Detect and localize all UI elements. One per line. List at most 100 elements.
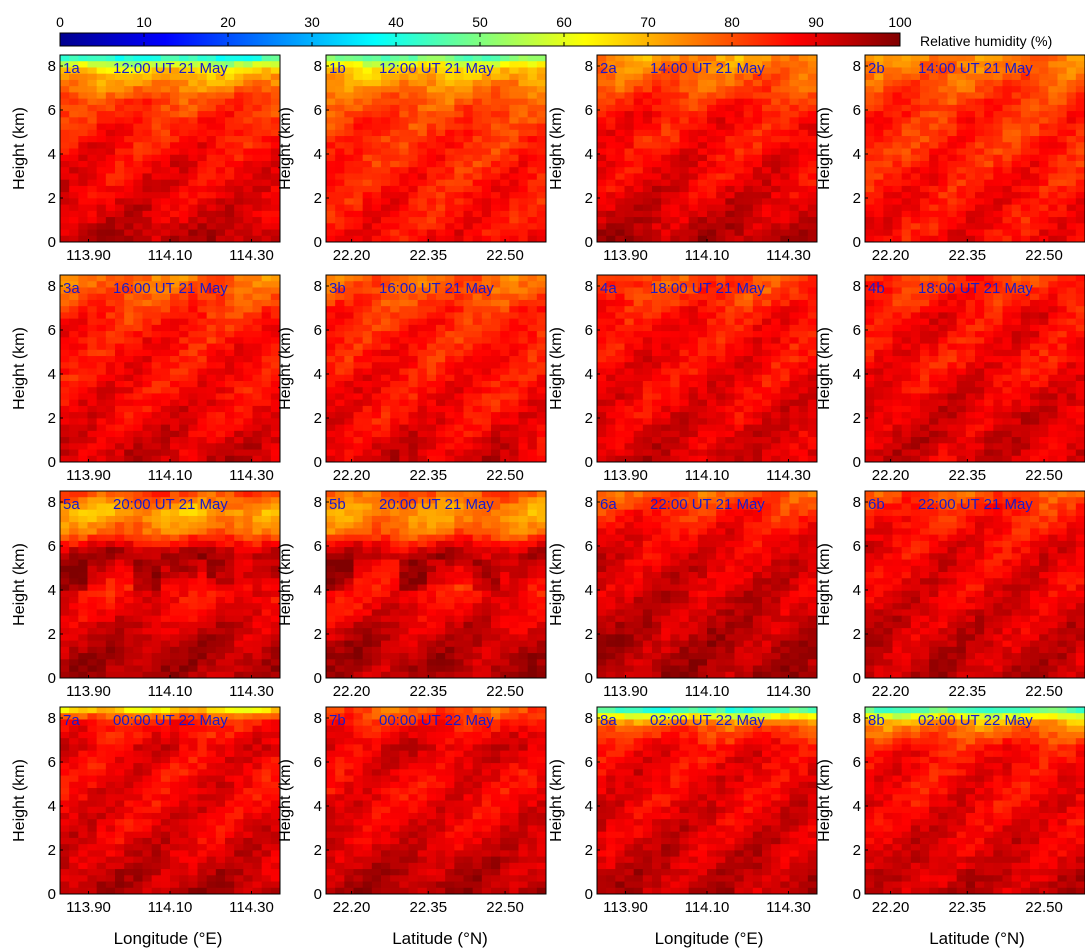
heatmap-cell bbox=[69, 349, 79, 357]
heatmap-cell bbox=[707, 393, 717, 401]
heatmap-cell bbox=[436, 79, 446, 87]
heatmap-cell bbox=[1011, 210, 1022, 218]
heatmap-cell bbox=[807, 306, 817, 313]
heatmap-cell bbox=[417, 437, 428, 444]
heatmap-cell bbox=[69, 185, 79, 193]
heatmap-cell bbox=[252, 104, 263, 112]
heatmap-cell bbox=[798, 55, 809, 62]
heatmap-cell bbox=[491, 198, 501, 206]
heatmap-cell bbox=[142, 399, 153, 407]
heatmap-cell bbox=[500, 362, 510, 370]
heatmap-cell bbox=[807, 198, 817, 206]
heatmap-cell bbox=[463, 160, 474, 168]
heatmap-cell bbox=[615, 281, 626, 289]
heatmap-cell bbox=[417, 198, 428, 206]
heatmap-cell bbox=[1002, 210, 1013, 218]
heatmap-cell bbox=[133, 343, 144, 351]
heatmap-cell bbox=[124, 337, 134, 345]
heatmap-cell bbox=[752, 123, 763, 131]
heatmap-cell bbox=[901, 142, 912, 150]
heatmap-cell bbox=[1002, 86, 1013, 93]
heatmap-cell bbox=[725, 67, 736, 75]
heatmap-cell bbox=[234, 167, 244, 175]
heatmap-cell bbox=[491, 312, 501, 320]
heatmap-cell bbox=[151, 148, 162, 156]
heatmap-cell bbox=[371, 223, 382, 231]
heatmap-cell bbox=[390, 148, 400, 156]
heatmap-cell bbox=[381, 362, 391, 370]
heatmap-cell bbox=[491, 324, 501, 332]
heatmap-cell bbox=[115, 306, 125, 313]
heatmap-cell bbox=[234, 443, 244, 451]
heatmap-cell bbox=[371, 449, 382, 457]
heatmap-cell bbox=[892, 61, 903, 69]
heatmap-cell bbox=[234, 349, 244, 357]
heatmap-cell bbox=[252, 67, 263, 75]
heatmap-cell bbox=[975, 98, 985, 106]
heatmap-cell bbox=[426, 312, 437, 320]
heatmap-cell bbox=[984, 142, 994, 150]
heatmap-cell bbox=[606, 61, 616, 69]
heatmap-cell bbox=[1066, 148, 1077, 156]
heatmap-cell bbox=[408, 418, 419, 426]
heatmap-cell bbox=[188, 455, 199, 462]
heatmap-cell bbox=[463, 349, 474, 357]
heatmap-cell bbox=[426, 349, 437, 357]
heatmap-cell bbox=[707, 154, 717, 162]
heatmap-cell bbox=[527, 229, 538, 237]
heatmap-cell bbox=[243, 167, 254, 175]
heatmap-cell bbox=[215, 387, 226, 395]
heatmap-cell bbox=[652, 217, 662, 224]
heatmap-cell bbox=[518, 173, 529, 181]
heatmap-cell bbox=[426, 437, 437, 444]
heatmap-cell bbox=[956, 192, 967, 199]
heatmap-cell bbox=[652, 299, 662, 307]
heatmap-cell bbox=[1048, 123, 1059, 131]
heatmap-cell bbox=[956, 86, 967, 93]
heatmap-cell bbox=[124, 393, 134, 401]
heatmap-cell bbox=[688, 123, 699, 131]
heatmap-cell bbox=[597, 123, 607, 131]
heatmap-cell bbox=[78, 117, 89, 125]
heatmap-cell bbox=[1048, 55, 1059, 62]
heatmap-cell bbox=[633, 67, 644, 75]
heatmap-cell bbox=[536, 117, 546, 125]
heatmap-cell bbox=[984, 67, 994, 75]
heatmap-cell bbox=[270, 142, 280, 150]
heatmap-cell bbox=[124, 179, 134, 187]
heatmap-cell bbox=[1039, 79, 1049, 87]
heatmap-cell bbox=[371, 324, 382, 332]
heatmap-cell bbox=[463, 331, 474, 338]
heatmap-cell bbox=[883, 179, 894, 187]
heatmap-cell bbox=[910, 235, 921, 242]
heatmap-cell bbox=[454, 275, 465, 282]
heatmap-cell bbox=[188, 443, 199, 451]
heatmap-cell bbox=[807, 229, 817, 237]
heatmap-cell bbox=[481, 129, 492, 137]
heatmap-cell bbox=[865, 142, 875, 150]
heatmap-cell bbox=[335, 217, 345, 224]
heatmap-cell bbox=[652, 275, 662, 282]
heatmap-cell bbox=[215, 198, 226, 206]
heatmap-cell bbox=[252, 217, 263, 224]
heatmap-cell bbox=[807, 281, 817, 289]
heatmap-cell bbox=[743, 343, 754, 351]
heatmap-cell bbox=[752, 111, 763, 118]
heatmap-cell bbox=[151, 129, 162, 137]
heatmap-cell bbox=[362, 380, 373, 388]
heatmap-cell bbox=[234, 217, 244, 224]
xtick-label: 22.35 bbox=[949, 247, 987, 264]
heatmap-cell bbox=[509, 387, 520, 395]
heatmap-cell bbox=[96, 61, 107, 69]
heatmap-cell bbox=[87, 418, 98, 426]
heatmap-cell bbox=[984, 179, 994, 187]
heatmap-cell bbox=[234, 136, 244, 143]
heatmap-cell bbox=[243, 123, 254, 131]
heatmap-cell bbox=[408, 98, 419, 106]
heatmap-cell bbox=[151, 349, 162, 357]
heatmap-cell bbox=[929, 123, 939, 131]
heatmap-cell bbox=[371, 67, 382, 75]
heatmap-cell bbox=[688, 86, 699, 93]
heatmap-cell bbox=[115, 405, 125, 413]
heatmap-cell bbox=[381, 399, 391, 407]
